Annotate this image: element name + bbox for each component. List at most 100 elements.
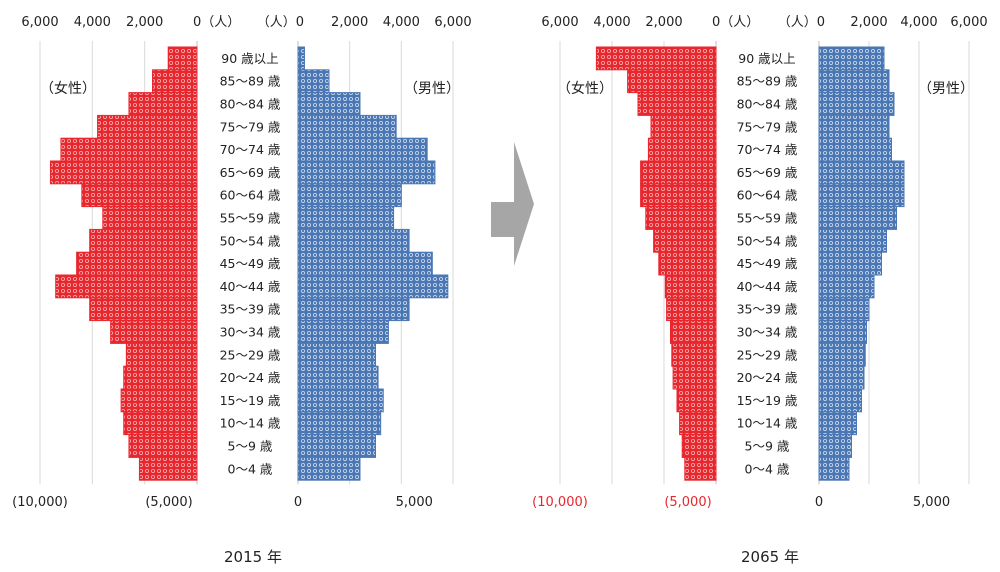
female-bar xyxy=(666,297,717,322)
chart-title-2065: 2065 年 xyxy=(741,548,799,566)
bottom-tick-right: 0 xyxy=(815,495,823,510)
age-category-label: 5～9 歳 xyxy=(745,439,790,454)
male-bar xyxy=(818,297,870,322)
pyramid-2015: 2015 年 6,000 4,000 2,000 0（人） （人）0 2,000 4,000… xyxy=(12,15,471,566)
age-category-label: 0～4 歳 xyxy=(228,461,273,476)
male-bar xyxy=(818,456,850,481)
pyramid-2065: 2065 年 6,000 4,000 2,000 0（人） （人）0 2,000 4,000… xyxy=(532,15,987,566)
top-tick-left: 6,000 xyxy=(21,15,58,30)
male-series-label: （男性） xyxy=(404,81,460,97)
female-bar xyxy=(671,342,717,367)
female-bar xyxy=(152,69,198,94)
age-category-label: 50～54 歳 xyxy=(737,233,798,248)
female-series-label: （女性） xyxy=(40,80,96,97)
female-bar xyxy=(676,388,717,413)
age-category-label: 30～34 歳 xyxy=(220,325,281,340)
age-category-label: 60～64 歳 xyxy=(220,188,281,203)
age-category-label: 50～54 歳 xyxy=(220,233,281,248)
female-bar xyxy=(102,206,198,230)
male-bar xyxy=(297,206,395,230)
age-category-label: 75～79 歳 xyxy=(737,119,798,134)
male-bar xyxy=(297,183,402,208)
chart-title-2015: 2015 年 xyxy=(224,548,282,566)
female-bar xyxy=(640,160,717,185)
age-category-label: 45～49 歳 xyxy=(220,256,281,271)
top-tick-left: 6,000 xyxy=(541,15,578,30)
female-bar xyxy=(684,456,717,481)
male-bar xyxy=(297,46,305,71)
female-bar xyxy=(123,411,198,436)
male-bar xyxy=(818,92,895,116)
male-bar xyxy=(297,388,384,413)
male-bar xyxy=(818,206,897,230)
female-bar xyxy=(120,388,198,413)
female-bar xyxy=(637,92,717,116)
male-bar xyxy=(818,69,890,94)
female-bar xyxy=(664,274,717,299)
female-bar xyxy=(89,297,198,322)
female-bar xyxy=(670,320,717,344)
female-bar xyxy=(110,320,198,344)
female-bar xyxy=(123,365,198,390)
age-category-label: 10～14 歳 xyxy=(220,416,281,431)
female-bar xyxy=(595,46,717,71)
male-bar xyxy=(818,342,866,367)
male-bar xyxy=(297,92,361,116)
top-tick-right: 6,000 xyxy=(950,15,987,30)
top-tick-right: （人）0 xyxy=(778,15,825,30)
age-category-label: 30～34 歳 xyxy=(737,325,798,340)
top-tick-right: （人）0 xyxy=(257,15,304,30)
female-bar xyxy=(128,434,198,458)
bottom-tick-left: (5,000) xyxy=(145,495,192,510)
age-category-label: 55～59 歳 xyxy=(737,211,798,226)
male-bar xyxy=(818,388,862,413)
female-bar xyxy=(167,46,198,71)
age-category-label: 90 歳以上 xyxy=(738,51,795,66)
age-category-label: 70～74 歳 xyxy=(737,142,798,157)
female-bar xyxy=(138,456,198,481)
top-tick-right: 2,000 xyxy=(850,15,887,30)
female-bar xyxy=(658,251,717,276)
male-bar xyxy=(297,69,330,94)
male-bar xyxy=(297,274,449,299)
male-bar xyxy=(297,456,361,481)
right-arrow-icon xyxy=(491,142,534,266)
female-bar xyxy=(55,274,198,299)
age-category-label: 20～24 歳 xyxy=(737,370,798,385)
female-bar xyxy=(645,206,717,230)
age-category-label: 80～84 歳 xyxy=(220,97,281,112)
age-category-label: 90 歳以上 xyxy=(221,51,278,66)
age-category-label: 80～84 歳 xyxy=(737,97,798,112)
male-bar xyxy=(297,228,410,253)
male-bar xyxy=(297,297,410,322)
top-tick-right: 4,000 xyxy=(900,15,937,30)
age-category-label: 40～44 歳 xyxy=(737,279,798,294)
age-category-label: 35～39 歳 xyxy=(737,302,798,317)
age-category-label: 5～9 歳 xyxy=(228,439,273,454)
age-category-label: 85～89 歳 xyxy=(737,74,798,89)
male-bar xyxy=(297,320,389,344)
male-bar xyxy=(818,274,875,299)
age-category-label: 15～19 歳 xyxy=(220,393,281,408)
male-series-label: （男性） xyxy=(918,81,974,97)
female-bar xyxy=(681,434,717,458)
top-tick-left: 4,000 xyxy=(593,15,630,30)
age-category-label: 25～29 歳 xyxy=(737,347,798,362)
age-category-label: 65～69 歳 xyxy=(737,165,798,180)
male-bar xyxy=(818,251,882,276)
male-bar xyxy=(818,365,865,390)
female-bar xyxy=(97,114,198,139)
female-bar xyxy=(672,365,717,390)
female-bar xyxy=(650,114,717,139)
top-tick-left: 2,000 xyxy=(126,15,163,30)
age-category-label: 85～89 歳 xyxy=(220,74,281,89)
bottom-tick-right: 0 xyxy=(294,495,302,510)
female-series-label: （女性） xyxy=(557,80,613,97)
top-tick-left: 4,000 xyxy=(74,15,111,30)
female-bar xyxy=(640,183,717,208)
bottom-tick-right: 5,000 xyxy=(396,495,433,510)
male-bar xyxy=(818,160,905,185)
age-category-label: 55～59 歳 xyxy=(220,211,281,226)
